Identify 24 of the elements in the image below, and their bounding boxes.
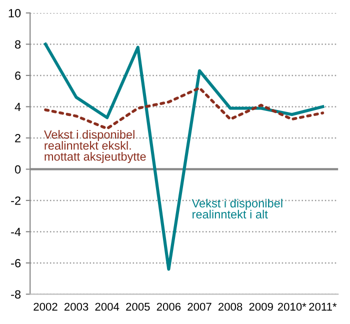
x-tick-label: 2007 — [188, 302, 212, 311]
line-series — [44, 86, 324, 130]
y-tick-label: 10 — [8, 8, 21, 18]
y-tick-label: 2 — [15, 134, 20, 142]
y-tick-label: -6 — [11, 258, 21, 268]
x-tick-label: 2003 — [64, 302, 88, 311]
y-tick-label: 0 — [14, 165, 21, 174]
series-label: Vekst i disponibel realinntekt i alt — [192, 198, 282, 218]
x-tick-label: 2004 — [95, 302, 120, 311]
x-tick-label: 2011* — [309, 302, 337, 311]
y-tick-label: 6 — [15, 71, 21, 80]
y-tick-label: 4 — [14, 102, 21, 111]
x-tick-label: 2006 — [156, 302, 181, 311]
x-tick-label: 2009 — [249, 302, 273, 311]
line-series — [44, 42, 324, 271]
x-tick-label: 2002 — [34, 302, 58, 311]
series-label: Vekst i disponibel realinntekt ekskl. mottatt aksjeutbytte — [44, 130, 146, 164]
y-tick-label: -8 — [11, 290, 21, 299]
y-tick-label: -4 — [11, 228, 21, 236]
x-tick-label: 2005 — [126, 302, 150, 311]
y-tick-label: -2 — [11, 196, 20, 205]
x-tick-label: 2008 — [218, 302, 242, 311]
y-tick-label: 8 — [15, 40, 21, 49]
x-tick-label: 2010* — [278, 302, 306, 311]
